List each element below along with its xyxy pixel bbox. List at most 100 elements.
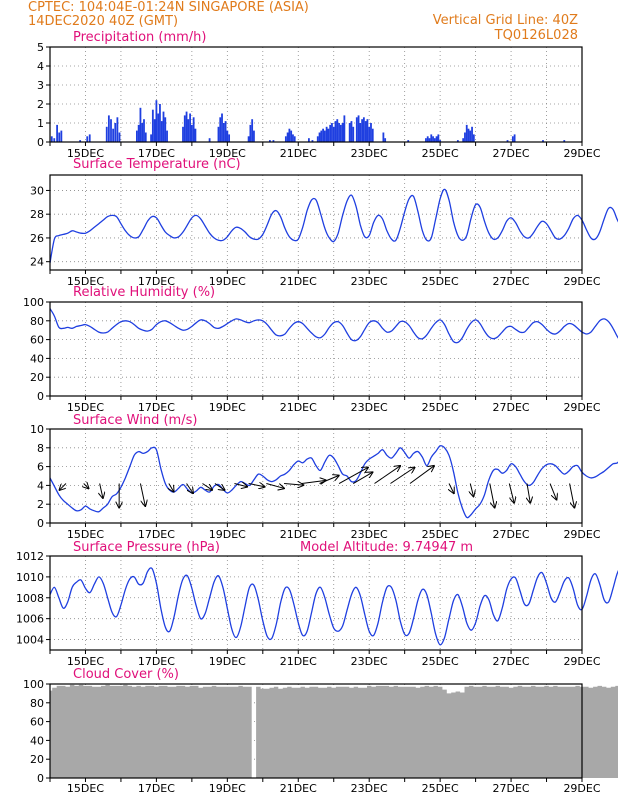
precip-bar xyxy=(329,124,332,142)
precip-bar xyxy=(426,136,429,142)
cloud-ytick-label: 40 xyxy=(30,734,44,747)
precip-bar xyxy=(341,123,344,142)
precip-bar xyxy=(430,134,433,142)
wind-frame xyxy=(49,428,583,524)
precip-xtick-label: 21DEC xyxy=(280,147,317,160)
precip-bar xyxy=(362,117,365,142)
temperature-xtick-label: 27DEC xyxy=(493,275,530,288)
cloud-xtick-label: 15DEC xyxy=(67,782,104,795)
precip-bar xyxy=(336,119,339,142)
precip-bar xyxy=(86,136,89,142)
precip-bar xyxy=(249,124,252,142)
precip-bar xyxy=(157,113,160,142)
precip-bar xyxy=(318,132,321,142)
precip-bar xyxy=(253,130,255,142)
cloud-xtick-label: 21DEC xyxy=(280,782,317,795)
precip-bar xyxy=(542,140,544,142)
precip-bar xyxy=(105,126,108,142)
humidity-ytick-label: 40 xyxy=(30,352,44,365)
precip-bar xyxy=(332,126,335,142)
header-date: 14DEC2020 40Z (GMT) xyxy=(28,14,179,29)
temperature-xtick-label: 21DEC xyxy=(280,275,317,288)
wind-arrow xyxy=(234,484,247,487)
precip-bar xyxy=(116,117,119,142)
precip-bar xyxy=(293,136,296,142)
temperature-line xyxy=(49,188,618,264)
pressure-line xyxy=(49,567,618,646)
precip-bar xyxy=(221,113,223,142)
wind-xtick-label: 27DEC xyxy=(493,528,530,541)
precip-bar xyxy=(370,123,372,142)
precip-xtick-label: 17DEC xyxy=(138,147,175,160)
wind-panel: Surface Wind (m/s) 0 2 4 6 8 10 15DEC 17DEC 19DEC… xyxy=(30,413,618,541)
precip-bar xyxy=(361,119,364,142)
precip-bar xyxy=(288,128,291,142)
cloud-cover-area xyxy=(50,684,618,778)
precip-bar xyxy=(350,121,353,142)
precip-bar xyxy=(382,132,385,142)
precip-bar xyxy=(284,136,287,142)
temperature-xtick-label: 17DEC xyxy=(138,275,175,288)
precip-bar xyxy=(308,138,310,142)
temperature-title: Surface Temperature (nC) xyxy=(73,157,241,172)
wind-arrow xyxy=(186,483,193,494)
pressure-ytick-label: 1012 xyxy=(16,550,44,563)
cloud-xtick-label: 23DEC xyxy=(351,782,388,795)
wind-xtick-label: 15DEC xyxy=(67,528,104,541)
precip-bar xyxy=(112,128,115,142)
precip-bar xyxy=(465,124,468,142)
humidity-ytick-label: 100 xyxy=(23,296,44,309)
wind-arrow xyxy=(319,476,339,484)
precip-bar xyxy=(425,138,427,142)
precip-bar xyxy=(153,119,156,142)
precip-ytick-label: 0 xyxy=(37,136,44,149)
cloud-title: Cloud Cover (%) xyxy=(73,667,179,682)
precip-xtick-label: 19DEC xyxy=(209,147,246,160)
precip-bar xyxy=(166,130,168,142)
precip-title: Precipitation (mm/h) xyxy=(73,30,206,45)
pressure-ytick-label: 1006 xyxy=(16,613,44,626)
precip-xtick-label: 27DEC xyxy=(493,147,530,160)
cloud-frame xyxy=(49,683,583,779)
precip-ytick-label: 1 xyxy=(37,117,44,130)
precip-bar xyxy=(141,123,144,142)
precip-bar xyxy=(150,134,152,142)
pressure-xtick-label: 29DEC xyxy=(563,655,600,668)
pressure-xtick-label: 17DEC xyxy=(138,655,175,668)
wind-arrow xyxy=(409,466,434,484)
precip-bar xyxy=(364,121,367,142)
precip-bar xyxy=(325,126,328,142)
temperature-ytick-label: 30 xyxy=(30,184,44,197)
precip-bar xyxy=(228,134,231,142)
precip-bar xyxy=(88,134,91,142)
precip-bar xyxy=(322,128,324,142)
precip-xtick-label: 25DEC xyxy=(422,147,459,160)
pressure-panel: Surface Pressure (hPa) Model Altitude: 9.… xyxy=(16,540,618,668)
pressure-xtick-label: 23DEC xyxy=(351,655,388,668)
pressure-annotation: Model Altitude: 9.74947 m xyxy=(300,540,473,555)
precip-bar xyxy=(439,140,442,142)
precip-bar xyxy=(437,134,440,142)
precip-bar xyxy=(348,123,351,142)
wind-arrow xyxy=(338,468,368,484)
precip-bar xyxy=(469,130,472,142)
wind-title: Surface Wind (m/s) xyxy=(73,413,197,428)
wind-arrow xyxy=(284,484,303,486)
precip-bar xyxy=(144,132,147,142)
precip-bar xyxy=(192,117,195,142)
wind-arrow xyxy=(352,472,372,484)
temperature-ytick-label: 28 xyxy=(30,208,44,221)
temperature-xtick-label: 25DEC xyxy=(422,275,459,288)
wind-xtick-label: 19DEC xyxy=(209,528,246,541)
wind-arrow xyxy=(84,484,89,489)
wind-arrow xyxy=(100,483,103,498)
pressure-xtick-label: 27DEC xyxy=(493,655,530,668)
humidity-xtick-label: 17DEC xyxy=(138,401,175,414)
precip-bar xyxy=(456,140,459,142)
precip-frame xyxy=(49,46,583,143)
temperature-ytick-label: 26 xyxy=(30,232,44,245)
precip-bar xyxy=(160,121,163,142)
precip-bar xyxy=(563,140,566,142)
precip-bar xyxy=(189,113,191,142)
